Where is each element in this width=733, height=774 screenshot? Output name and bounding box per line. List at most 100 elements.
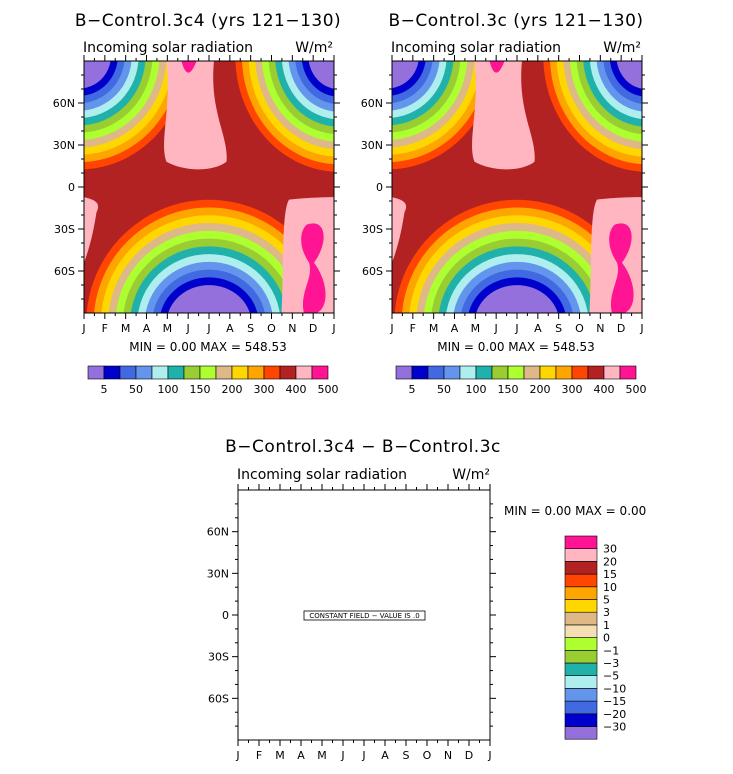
colorbar-label: 150	[190, 383, 211, 396]
y-tick-label: 60S	[54, 265, 75, 278]
x-tick-label: J	[639, 322, 643, 335]
colorbar-swatch	[103, 365, 121, 380]
x-tick-label: O	[267, 322, 276, 335]
colorbar-label: 5	[409, 383, 416, 396]
panel-diff-title: B−Control.3c4 − B−Control.3c	[225, 437, 501, 457]
x-tick-label: J	[487, 749, 491, 762]
colorbar-swatch	[87, 365, 105, 380]
colorbar-swatch	[119, 365, 137, 380]
colorbar-label: 1	[603, 619, 610, 632]
x-tick-label: O	[423, 749, 432, 762]
colorbar-label: 400	[594, 383, 615, 396]
colorbar-swatch	[215, 365, 233, 380]
x-tick-label: J	[186, 322, 190, 335]
colorbar-swatch	[555, 365, 573, 380]
colorbar-label: 400	[286, 383, 307, 396]
x-tick-label: S	[247, 322, 254, 335]
colorbar-swatch	[395, 365, 413, 380]
colorbar-swatch	[475, 365, 493, 380]
colorbar-swatch	[571, 365, 589, 380]
colorbar-label: 500	[626, 383, 647, 396]
colorbar-swatch	[231, 365, 249, 380]
x-tick-label: F	[102, 322, 108, 335]
x-tick-label: D	[309, 322, 317, 335]
field-band	[164, 61, 227, 170]
y-tick-label: 0	[68, 181, 75, 194]
colorbar-swatch	[564, 675, 598, 689]
colorbar-swatch	[311, 365, 329, 380]
colorbar-label: −15	[603, 695, 626, 708]
x-tick-label: A	[297, 749, 305, 762]
y-tick-label: 30S	[362, 223, 383, 236]
colorbar-swatch	[523, 365, 541, 380]
field-band	[181, 61, 197, 73]
x-tick-label: F	[410, 322, 416, 335]
colorbar-swatch	[619, 365, 637, 380]
colorbar-swatch	[564, 586, 598, 600]
colorbar-label: −1	[603, 644, 619, 657]
field-band	[84, 197, 99, 263]
x-tick-label: J	[331, 322, 335, 335]
x-tick-label: J	[514, 322, 518, 335]
field-band	[392, 61, 419, 89]
field-band	[616, 61, 642, 89]
y-tick-label: 60N	[53, 97, 75, 110]
colorbar-swatch	[183, 365, 201, 380]
colorbar-label: 50	[437, 383, 451, 396]
colorbar-label: −5	[603, 670, 619, 683]
x-tick-label: J	[206, 322, 210, 335]
colorbar-swatch	[564, 573, 598, 588]
colorbar-swatch	[564, 561, 598, 575]
colorbar-swatch	[151, 365, 169, 380]
colorbar-label: 100	[466, 383, 487, 396]
panel-right-minmax: MIN = 0.00 MAX = 548.53	[437, 340, 595, 354]
x-tick-label: M	[163, 322, 173, 335]
colorbar-swatch	[279, 365, 297, 380]
field-band	[301, 223, 326, 313]
field-band	[489, 61, 505, 73]
colorbar-label: 500	[318, 383, 339, 396]
colorbar-swatch	[411, 365, 429, 380]
x-tick-label: M	[429, 322, 439, 335]
field-band	[84, 61, 111, 89]
colorbar-swatch	[603, 365, 621, 380]
y-tick-label: 30N	[53, 139, 75, 152]
colorbar-swatch	[564, 700, 598, 715]
x-tick-label: M	[121, 322, 131, 335]
colorbar-label: −30	[603, 721, 626, 734]
colorbar-swatch	[539, 365, 557, 380]
x-tick-label: N	[596, 322, 604, 335]
panel-right-title: B−Control.3c (yrs 121−130)	[388, 11, 643, 31]
x-tick-label: A	[226, 322, 234, 335]
y-tick-label: 60S	[362, 265, 383, 278]
panel-diff-units: W/m²	[452, 467, 490, 483]
colorbar-swatch	[167, 365, 185, 380]
colorbar-label: 100	[158, 383, 179, 396]
constant-field-note: CONSTANT FIELD − VALUE IS .0	[309, 612, 419, 620]
field-band	[476, 285, 558, 313]
panel-right-units: W/m²	[603, 40, 641, 56]
x-tick-label: J	[81, 322, 85, 335]
colorbar-label: 150	[498, 383, 519, 396]
x-tick-label: M	[317, 749, 327, 762]
panel-left-units: W/m²	[295, 40, 333, 56]
colorbar-label: 50	[129, 383, 143, 396]
colorbar-swatch	[564, 713, 598, 727]
x-tick-label: J	[235, 749, 239, 762]
colorbar-label: 300	[562, 383, 583, 396]
colorbar-swatch	[564, 599, 598, 613]
x-tick-label: J	[494, 322, 498, 335]
colorbar-label: 15	[603, 568, 617, 581]
x-tick-label: J	[340, 749, 344, 762]
panel-left-title: B−Control.3c4 (yrs 121−130)	[75, 11, 341, 31]
field-band	[308, 61, 334, 89]
x-tick-label: J	[389, 322, 393, 335]
colorbar-label: 0	[603, 632, 610, 645]
constant-field-box	[303, 610, 426, 621]
y-tick-label: 30S	[54, 223, 75, 236]
colorbar-swatch	[564, 535, 598, 549]
colorbar-swatch	[564, 726, 598, 740]
colorbar-label: −20	[603, 708, 626, 721]
